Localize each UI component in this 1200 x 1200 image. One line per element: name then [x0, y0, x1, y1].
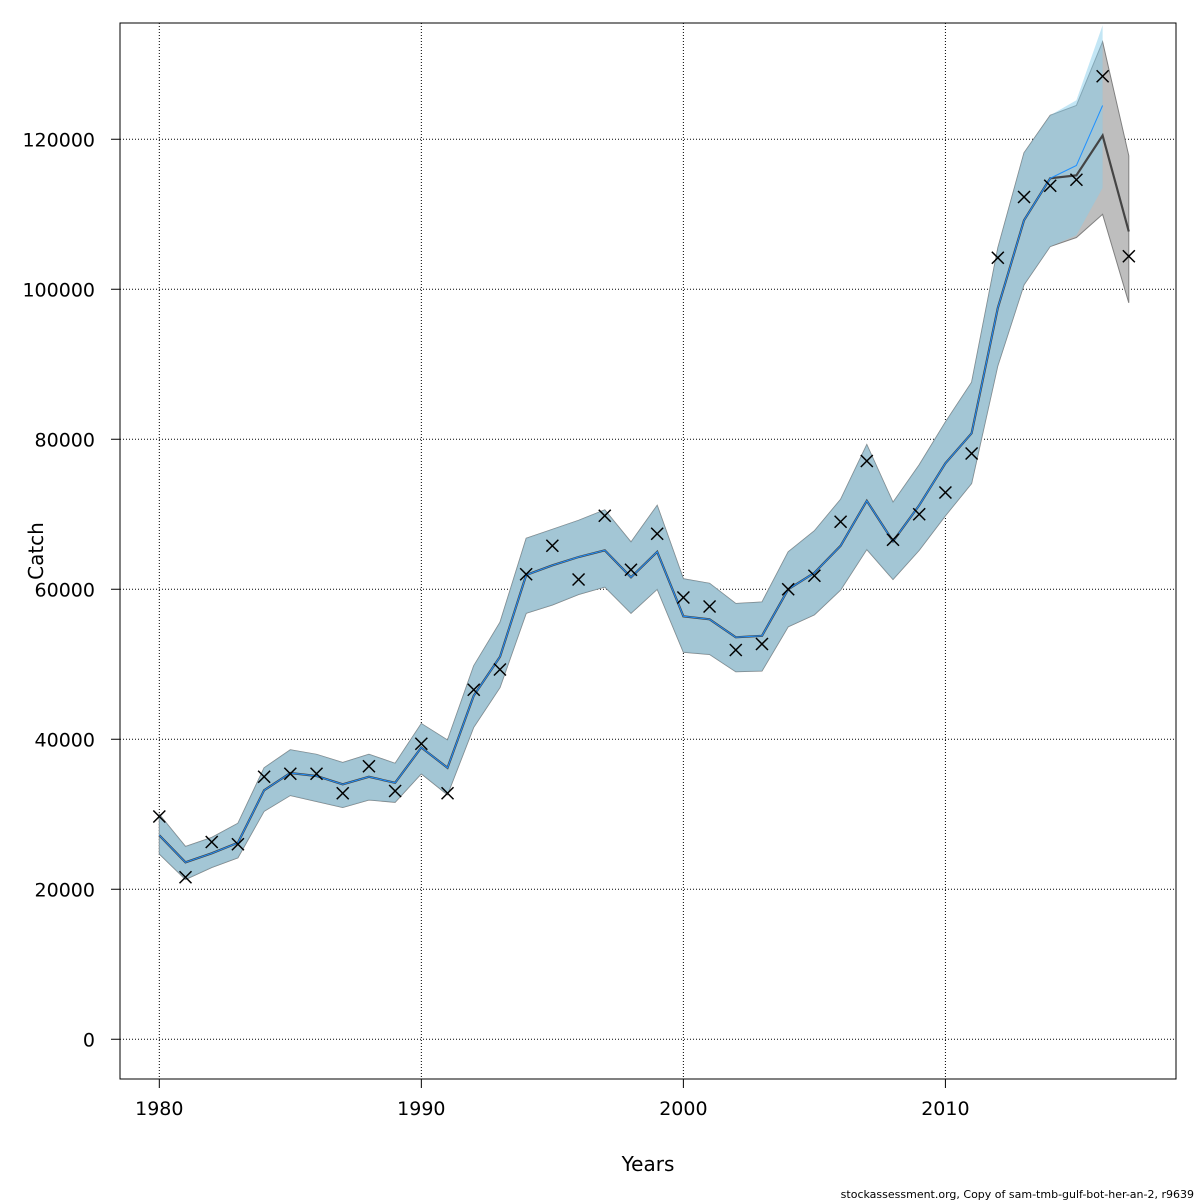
marker-stroke [545, 539, 559, 553]
observed-point [231, 837, 245, 851]
observed-point [309, 767, 324, 781]
observed-point [598, 509, 612, 523]
y-tick-label: 80000 [35, 429, 95, 451]
observed-point [781, 582, 795, 596]
marker-stroke [650, 527, 664, 541]
observed-point [572, 572, 586, 587]
observed-point [336, 786, 350, 800]
y-tick-label: 60000 [35, 579, 95, 601]
observed-point [624, 563, 638, 577]
marker-stroke [781, 582, 795, 596]
marker-stroke [572, 572, 586, 587]
observed-point [834, 515, 848, 529]
marker-stroke [598, 509, 612, 523]
plot-frame [119, 22, 1177, 1080]
marker-stroke [178, 870, 193, 884]
observed-point [441, 786, 455, 800]
marker-stroke [231, 837, 245, 851]
marker-stroke [676, 590, 690, 605]
observed-points [152, 69, 1136, 884]
observed-point [283, 767, 297, 781]
x-tick-label: 1990 [397, 1098, 445, 1120]
marker-stroke [388, 784, 402, 798]
marker-stroke [152, 809, 166, 824]
observed-point [1017, 190, 1031, 204]
observed-point [545, 539, 559, 553]
observed-point [362, 759, 376, 773]
marker-stroke [1017, 190, 1031, 204]
marker-stroke [205, 835, 219, 849]
marker-stroke [309, 767, 324, 781]
observed-point [703, 599, 717, 614]
marker-stroke [1096, 69, 1110, 83]
y-tick-label: 40000 [35, 729, 95, 751]
observed-point [519, 567, 533, 581]
grid-lines [120, 23, 1176, 1079]
marker-stroke [362, 759, 376, 773]
marker-stroke [912, 507, 926, 521]
observed-point [1043, 179, 1057, 193]
marker-stroke [336, 786, 350, 800]
marker-stroke [834, 515, 848, 529]
observed-point [178, 870, 193, 884]
observed-point [729, 643, 743, 657]
observed-point [965, 446, 979, 461]
observed-point [676, 590, 690, 605]
observed-point [1069, 173, 1083, 187]
y-tick-label: 0 [83, 1029, 95, 1051]
observed-point [414, 737, 428, 751]
axes: 1980 1990 2000 2010 0 20000 40000 60000 80000 100… [22, 129, 969, 1120]
observed-point [650, 527, 664, 541]
marker-stroke [755, 637, 769, 651]
observed-point [938, 485, 952, 500]
marker-stroke [860, 454, 874, 468]
marker-stroke [1122, 249, 1136, 263]
x-tick-label: 2000 [659, 1098, 707, 1120]
y-tick-label: 20000 [35, 879, 95, 901]
observed-point [1122, 249, 1136, 263]
marker-stroke [807, 569, 821, 583]
observed-point [991, 251, 1005, 265]
fit-confidence-band [159, 25, 1103, 880]
marker-stroke [729, 643, 743, 657]
observed-point [1096, 69, 1110, 83]
observed-point [467, 683, 481, 697]
marker-stroke [965, 446, 979, 461]
marker-stroke [441, 786, 455, 800]
marker-stroke [938, 485, 952, 500]
confidence-bands [158, 25, 1130, 881]
marker-stroke [467, 683, 481, 697]
observed-point [205, 835, 219, 849]
marker-stroke [519, 567, 533, 581]
y-axis-label: Catch [24, 522, 48, 580]
y-tick-label: 100000 [22, 279, 95, 301]
marker-stroke [991, 251, 1005, 265]
observed-point [912, 507, 926, 521]
marker-stroke [1069, 173, 1083, 187]
observed-point [493, 662, 507, 677]
footer-credit: stockassessment.org, Copy of sam-tmb-gul… [841, 1188, 1194, 1200]
x-axis-label: Years [621, 1152, 675, 1176]
observed-point [860, 454, 874, 468]
marker-stroke [283, 767, 297, 781]
observed-point [257, 770, 271, 784]
marker-stroke [886, 533, 900, 547]
fit-line [158, 105, 1104, 863]
marker-stroke [414, 737, 428, 751]
marker-stroke [257, 770, 271, 784]
marker-stroke [1043, 179, 1057, 193]
x-tick-label: 1980 [135, 1098, 183, 1120]
y-tick-label: 120000 [22, 129, 95, 151]
observed-point [388, 784, 402, 798]
observed-point [152, 809, 166, 824]
observed-point [886, 533, 900, 547]
marker-stroke [624, 563, 638, 577]
observed-point [755, 637, 769, 651]
estimate-lines [158, 105, 1130, 864]
marker-stroke [493, 662, 507, 677]
observed-point [807, 569, 821, 583]
marker-stroke [703, 599, 717, 614]
x-tick-label: 2010 [921, 1098, 969, 1120]
